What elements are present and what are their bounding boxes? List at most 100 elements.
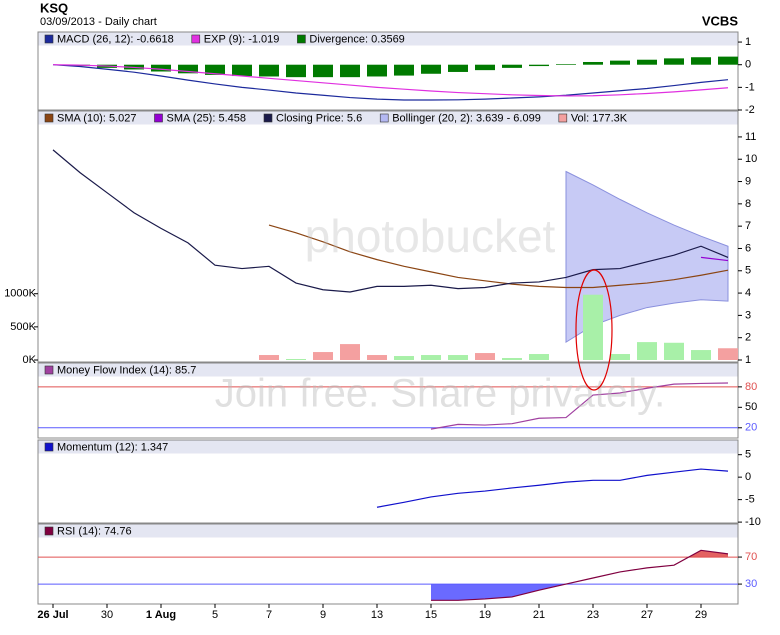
- watermark-text: Join free. Share privately.: [215, 372, 666, 416]
- bar: [205, 64, 225, 75]
- x-tick-label: 1 Aug: [146, 609, 176, 621]
- symbol: KSQ: [40, 0, 68, 15]
- x-tick-label: 26 Jul: [37, 609, 68, 621]
- bar: [259, 64, 279, 77]
- y-tick-label: 5: [745, 265, 751, 277]
- legend-bar: [38, 440, 738, 454]
- y-tick-label: 0: [745, 59, 751, 71]
- bar: [691, 350, 711, 360]
- y-tick-label: 9: [745, 175, 751, 187]
- legend-bar: [38, 524, 738, 538]
- y-tick-label: 70: [745, 551, 757, 563]
- bar: [313, 64, 333, 78]
- bar: [286, 64, 306, 78]
- series-line: [52, 149, 729, 293]
- bar: [475, 353, 495, 360]
- legend-swatch: [558, 113, 568, 123]
- legend-swatch: [44, 442, 54, 452]
- legend-swatch: [154, 113, 163, 123]
- x-tick-label: 21: [533, 609, 545, 621]
- panel: [37, 439, 739, 524]
- bar: [367, 64, 387, 77]
- bar: [232, 64, 252, 77]
- legend-label: Closing Price: 5.6: [276, 112, 362, 124]
- bar: [718, 56, 738, 65]
- bar: [502, 358, 522, 360]
- x-tick-label: 13: [371, 609, 383, 621]
- series-line: [52, 64, 729, 101]
- source: VCBS: [702, 13, 738, 28]
- series-line: [430, 382, 729, 430]
- y2-tick-label: 0K: [23, 354, 37, 366]
- bar: [583, 61, 603, 65]
- y-tick-label: 1: [745, 36, 751, 48]
- y-tick-label: 0: [745, 471, 751, 483]
- y-tick-label: -2: [745, 104, 755, 116]
- y-tick-label: 2: [745, 332, 751, 344]
- y-tick-label: -10: [745, 516, 761, 528]
- y-tick-label: 5: [745, 449, 751, 461]
- bar: [718, 348, 738, 360]
- bar: [340, 64, 360, 78]
- series-line: [700, 256, 729, 262]
- legend-label: Vol: 177.3K: [571, 112, 628, 124]
- legend-label: SMA (10): 5.027: [57, 112, 137, 124]
- y-tick-label: 20: [745, 422, 757, 434]
- bar: [529, 64, 549, 67]
- legend-label: MACD (26, 12): -0.6618: [57, 33, 174, 45]
- x-tick-label: 7: [266, 609, 272, 621]
- bar: [448, 64, 468, 72]
- bar: [313, 352, 333, 360]
- legend-swatch: [44, 365, 54, 375]
- bar: [259, 355, 279, 360]
- legend-label: SMA (25): 5.458: [167, 112, 247, 124]
- series-line: [431, 549, 729, 601]
- bar: [340, 344, 360, 360]
- bar: [394, 356, 414, 360]
- bar: [691, 57, 711, 65]
- legend-label: RSI (14): 74.76: [57, 525, 132, 537]
- plot-layer: -2 -10 1 MACD (26, 12): -0.6618 EXP (9): -1.…: [4, 31, 761, 621]
- legend-swatch: [263, 113, 273, 123]
- y-tick-label: 50: [745, 401, 757, 413]
- y-tick-label: 8: [745, 198, 751, 210]
- bar: [637, 59, 657, 65]
- legend-label: Money Flow Index (14): 85.7: [57, 364, 196, 376]
- bar: [394, 64, 414, 76]
- legend-swatch: [379, 113, 389, 123]
- bar: [475, 64, 495, 71]
- bar: [556, 64, 576, 65]
- y-tick-label: 7: [745, 220, 751, 232]
- bar: [421, 64, 441, 74]
- y-tick-label: 80: [745, 381, 757, 393]
- y-tick-label: 30: [745, 578, 757, 590]
- bar: [610, 354, 630, 360]
- y2-tick-label: 500K: [10, 321, 36, 333]
- subtitle: 03/09/2013 - Daily chart: [40, 16, 157, 28]
- bar: [664, 58, 684, 65]
- legend-swatch: [191, 34, 201, 44]
- x-tick-label: 27: [641, 609, 653, 621]
- bar: [637, 342, 657, 360]
- watermark-brand: photobucket: [305, 210, 556, 262]
- y2-tick-label: 1000K: [4, 288, 36, 300]
- bar: [178, 64, 198, 74]
- bar: [583, 294, 603, 360]
- bar: [151, 64, 171, 72]
- legend-label: Momentum (12): 1.347: [57, 441, 168, 453]
- legend-swatch: [44, 526, 54, 536]
- series-line: [52, 64, 729, 97]
- x-tick-label: 9: [320, 609, 326, 621]
- legend-swatch: [44, 34, 54, 44]
- legend-label: EXP (9): -1.019: [204, 33, 280, 45]
- y-tick-label: 6: [745, 242, 751, 254]
- legend-label: Bollinger (20, 2): 3.639 - 6.099: [392, 112, 541, 124]
- y-tick-label: 1: [745, 354, 751, 366]
- x-tick-label: 23: [587, 609, 599, 621]
- x-tick-label: 29: [695, 609, 707, 621]
- bar: [421, 355, 441, 360]
- x-tick-label: 19: [479, 609, 491, 621]
- bar: [502, 64, 522, 68]
- x-tick-label: 5: [212, 609, 218, 621]
